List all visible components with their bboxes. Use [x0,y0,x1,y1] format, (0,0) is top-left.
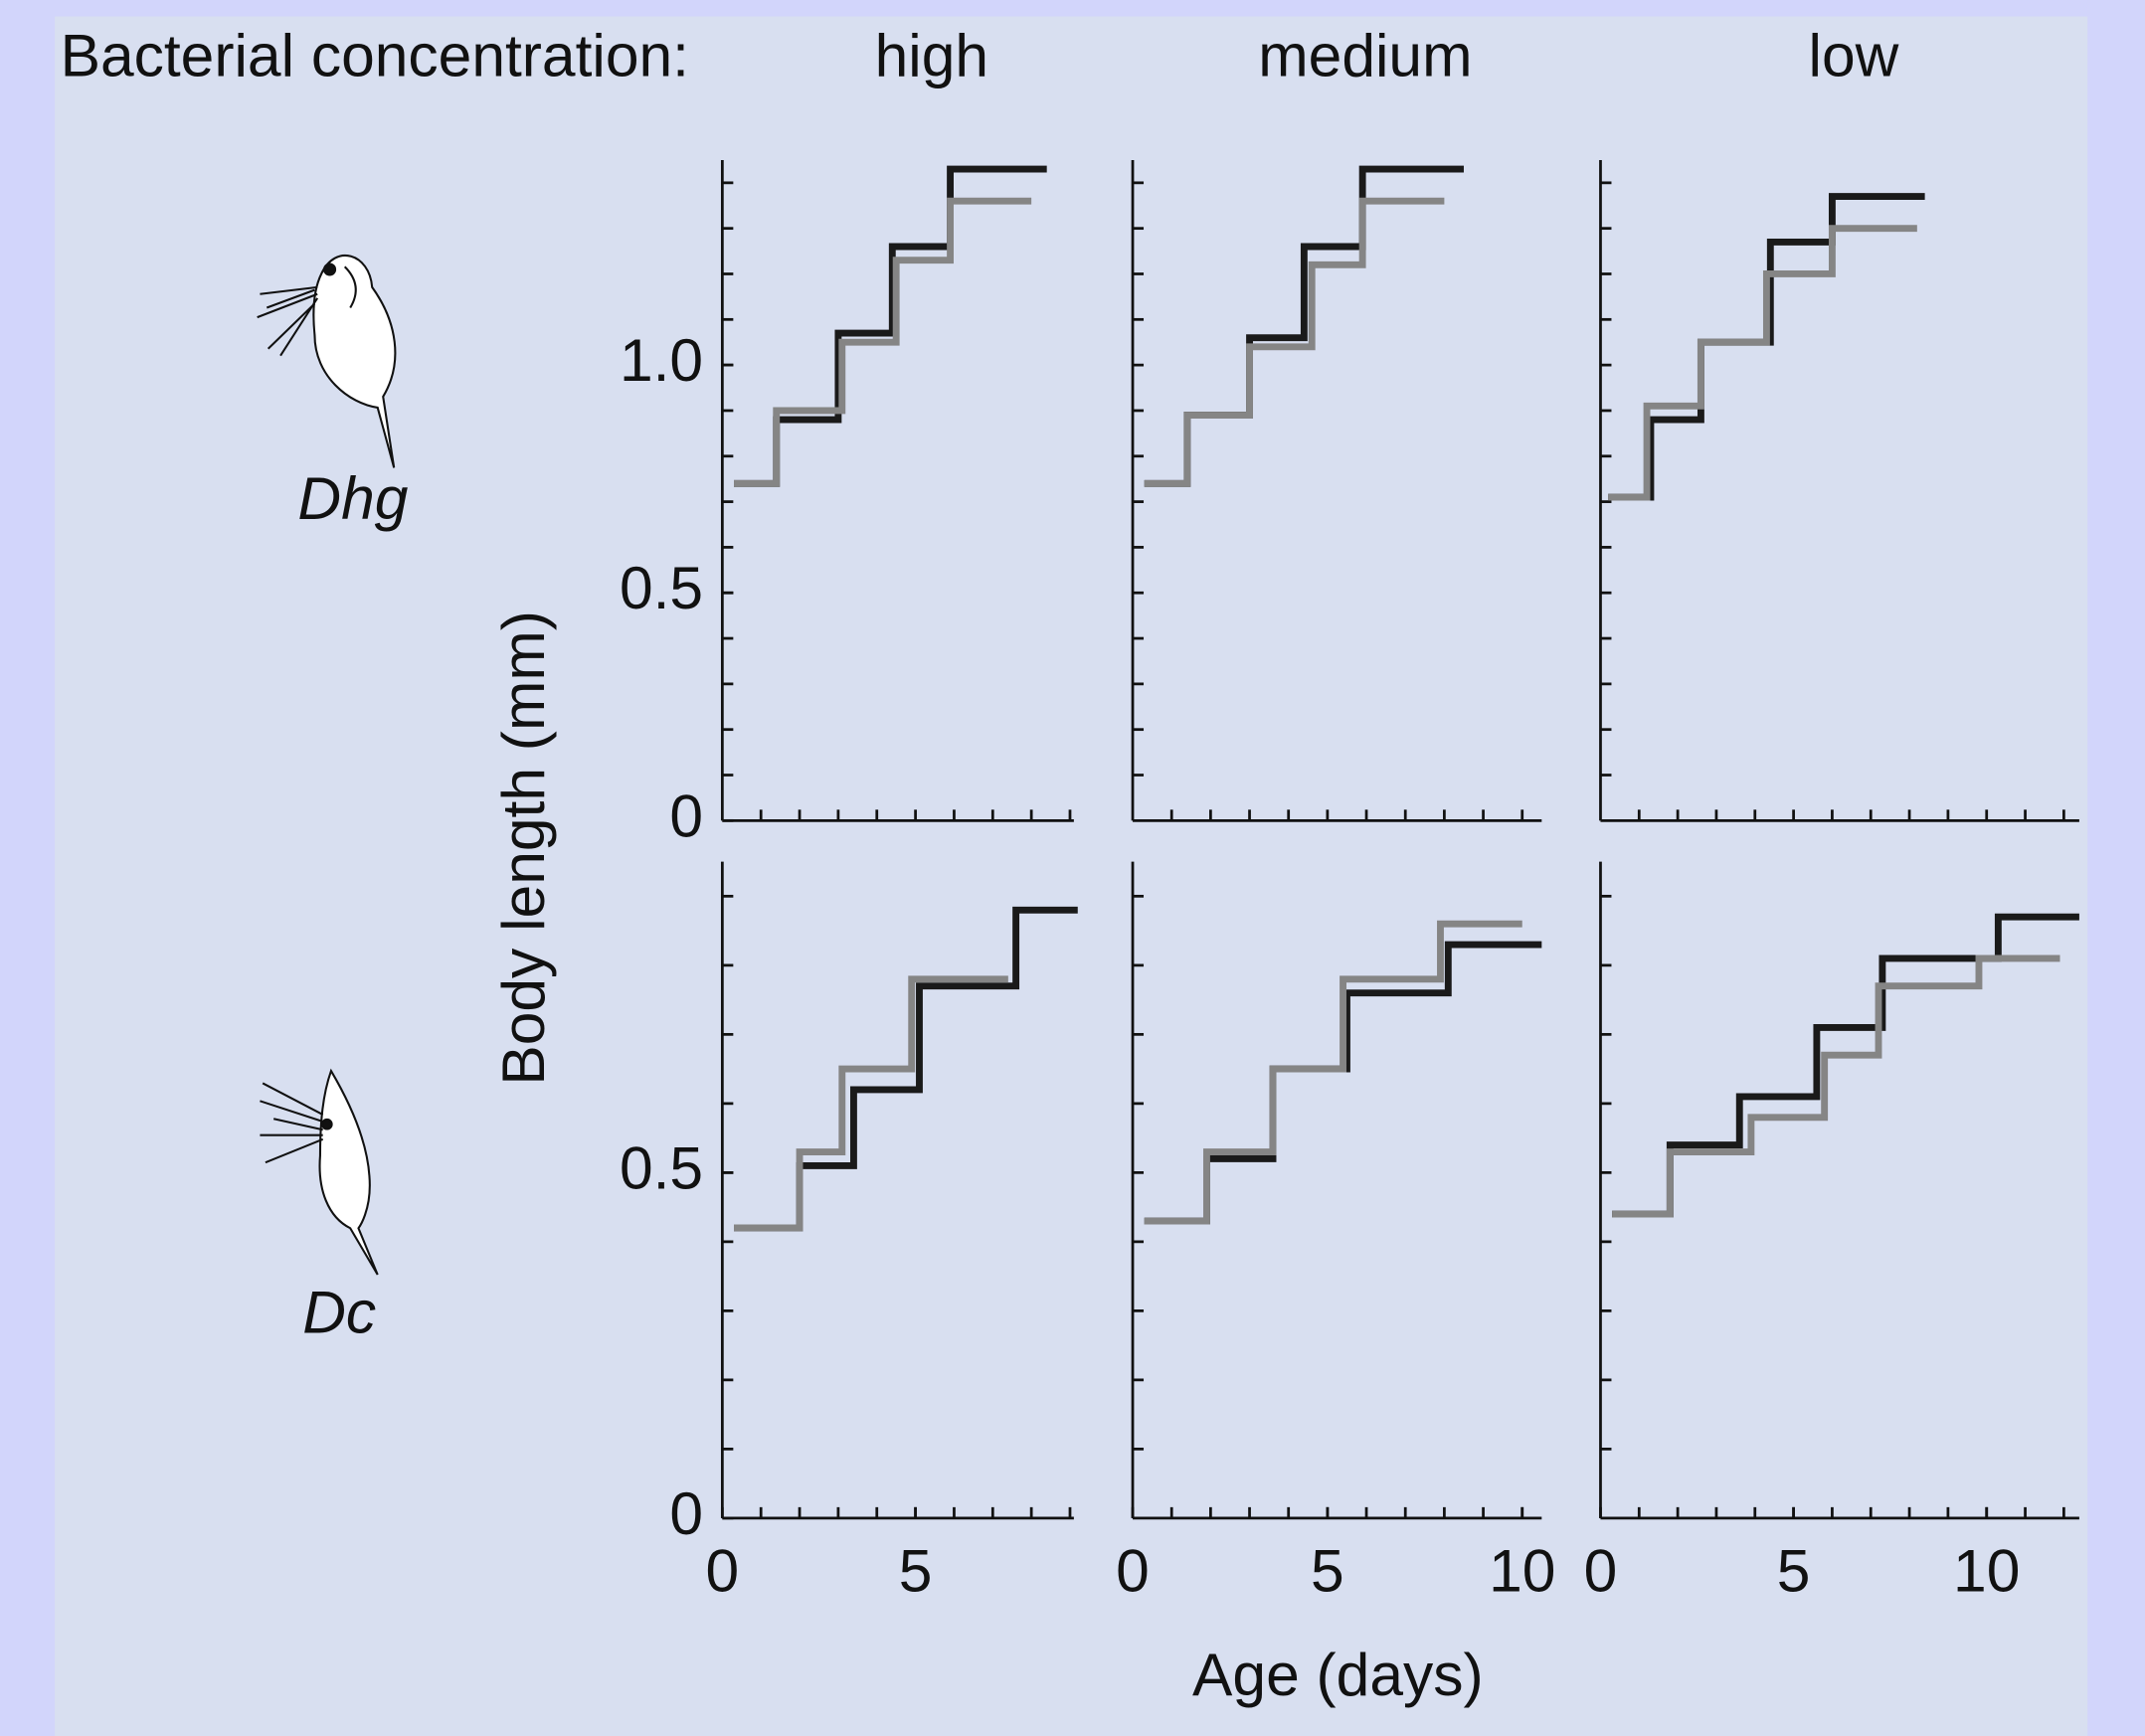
y-tick-label: 0 [669,781,703,849]
x-tick-label: 0 [1116,1537,1150,1605]
column-title: medium [1258,22,1472,89]
x-tick-label: 0 [1584,1537,1618,1605]
y-tick-label: 0.5 [620,554,703,621]
x-tick-label: 0 [706,1537,740,1605]
row-label: Dc [302,1279,376,1346]
step-line [1612,955,2060,1218]
x-tick-label: 5 [1777,1537,1811,1605]
step-line [1608,225,1917,501]
x-tick-label: 5 [899,1537,933,1605]
step-line [1144,197,1445,487]
column-title: high [875,22,988,89]
y-tick-label: 0.5 [620,1133,703,1201]
daphnia-dc-icon [260,1068,379,1276]
x-tick-label: 5 [1311,1537,1344,1605]
y-tick-label: 1.0 [620,326,703,394]
x-tick-label: 10 [1953,1537,2020,1605]
x-axis-label: Age (days) [1192,1641,1484,1708]
x-tick-label: 10 [1489,1537,1555,1605]
step-line [734,975,1008,1232]
y-tick-label: 0 [669,1479,703,1547]
daphnia-dhg-icon [257,255,397,468]
step-line [734,197,1032,487]
header: Bacterial concentration: [61,22,689,89]
step-line [1144,920,1522,1225]
row-label: Dhg [297,464,408,532]
panel-background [55,16,2088,1736]
column-title: low [1809,22,1899,89]
y-axis-label: Body length (mm) [489,610,557,1086]
